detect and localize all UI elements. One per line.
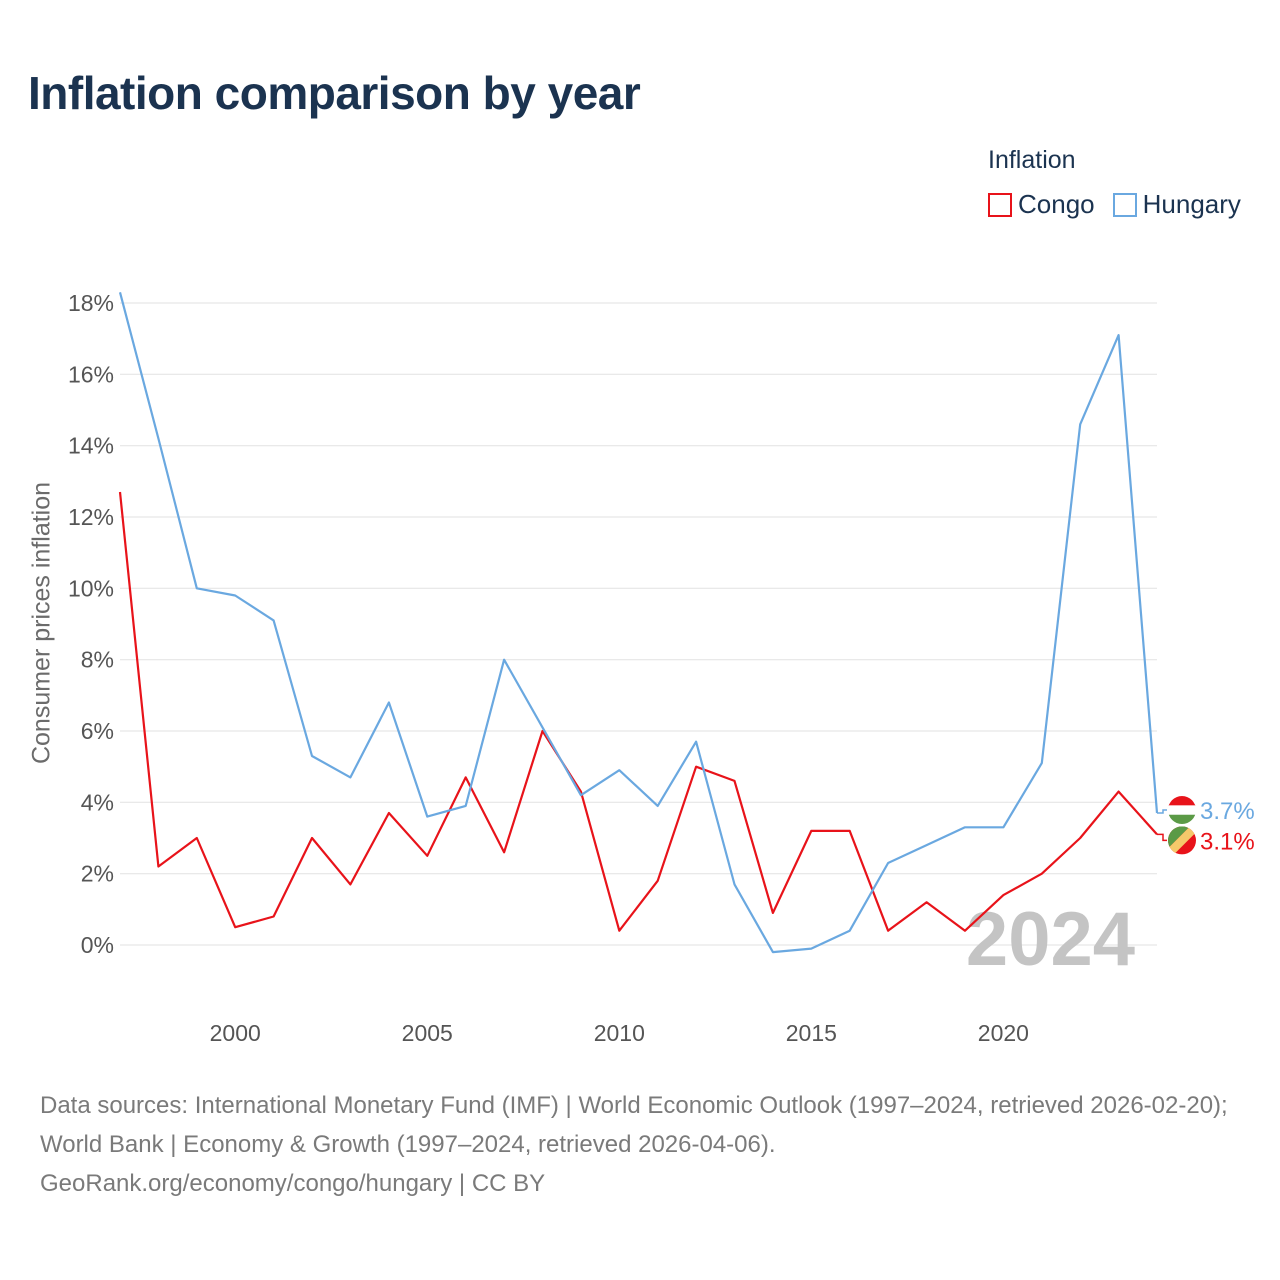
line-chart: 0%2%4%6%8%10%12%14%16%18% 2024 2000 2005 2… [68,289,1255,1046]
data-point-hungary [1000,824,1006,830]
data-point-congo [885,928,891,934]
data-point-congo [616,928,622,934]
y-tick-label-18: 18% [68,290,114,316]
data-point-hungary [1077,421,1083,427]
x-tick-label-2000: 2000 [210,1020,261,1046]
data-point-hungary [885,860,891,866]
year-watermark: 2024 [966,897,1135,982]
data-point-hungary [117,289,123,295]
y-tick-label-12: 12% [68,504,114,530]
data-point-congo [1000,892,1006,898]
y-tick-label-14: 14% [68,433,114,459]
x-axis-ticks: 2000 2005 2010 2015 2020 [210,1020,1029,1046]
series-line-hungary [118,292,1159,954]
data-point-hungary [155,436,161,442]
data-point-congo [501,849,507,855]
y-tick-label-0: 0% [81,932,114,958]
data-point-hungary [847,928,853,934]
legend: Inflation Congo Hungary [988,146,1241,220]
data-point-hungary [732,881,738,887]
legend-label-hungary: Hungary [1142,189,1241,219]
credit-link[interactable]: GeoRank.org/economy/congo/hungary | CC B… [40,1170,546,1197]
data-point-congo [117,489,123,495]
x-tick-label-2015: 2015 [786,1020,837,1046]
data-point-hungary [808,946,814,952]
x-tick-label-2020: 2020 [978,1020,1029,1046]
data-point-congo [1039,871,1045,877]
data-point-hungary [1116,332,1122,338]
congo-flag-icon [1168,826,1196,855]
data-point-hungary [770,949,776,955]
data-point-hungary [616,767,622,773]
legend-item-hungary[interactable]: Hungary [1112,189,1241,220]
x-tick-label-2010: 2010 [594,1020,645,1046]
y-tick-label-4: 4% [81,789,114,815]
data-sources: Data sources: International Monetary Fun… [40,1092,1228,1158]
data-point-congo [194,835,200,841]
gridlines: 0% 2% 4% 6% 8% 10% 12% 14% 16% 18% [68,290,1157,958]
data-point-congo [271,913,277,919]
data-point-hungary [655,803,661,809]
footer: Data sources: International Monetary Fun… [40,1086,1255,1203]
data-point-congo [655,878,661,884]
data-point-hungary [693,739,699,745]
data-point-congo [847,828,853,834]
y-tick-label-10: 10% [68,575,114,601]
chart-title: Inflation comparison by year [28,67,641,119]
legend-swatch-hungary [1112,192,1137,217]
x-tick-label-2005: 2005 [402,1020,453,1046]
data-point-hungary [539,724,545,730]
end-markers: 3.7% 3.1% [1157,796,1255,855]
series-lines [117,289,1159,955]
data-point-hungary [194,585,200,591]
data-point-hungary [578,792,584,798]
data-point-congo [693,764,699,770]
data-point-congo [962,928,968,934]
data-point-hungary [463,803,469,809]
data-point-hungary [232,592,238,598]
y-tick-label-6: 6% [81,718,114,744]
legend-item-congo[interactable]: Congo [988,189,1095,220]
data-point-congo [1116,789,1122,795]
hungary-flag-icon [1168,796,1196,825]
end-label-hungary: 3.7% [1200,798,1255,825]
data-point-congo [732,778,738,784]
data-point-congo [924,899,930,905]
data-point-congo [1077,835,1083,841]
legend-swatch-congo [988,192,1012,217]
data-point-hungary [347,774,353,780]
data-point-congo [347,881,353,887]
legend-label-congo: Congo [1018,189,1095,219]
data-point-congo [155,864,161,870]
data-point-congo [808,828,814,834]
y-tick-label-16: 16% [68,361,114,387]
connector-congo [1157,833,1167,842]
data-point-congo [424,853,430,859]
data-point-hungary [1039,760,1045,766]
data-point-hungary [386,699,392,705]
connector-hungary [1157,809,1167,814]
data-point-hungary [424,814,430,820]
data-point-hungary [271,617,277,623]
y-tick-label-2: 2% [81,861,114,887]
data-point-hungary [501,657,507,663]
series-line-congo [118,491,1158,932]
data-point-hungary [924,842,930,848]
data-point-congo [309,835,315,841]
legend-title: Inflation [988,146,1076,174]
end-label-congo: 3.1% [1200,828,1255,855]
data-point-congo [232,924,238,930]
data-point-congo [386,810,392,816]
data-point-congo [463,774,469,780]
data-point-congo [770,910,776,916]
data-point-hungary [309,753,315,759]
y-tick-label-8: 8% [81,647,114,673]
data-point-hungary [962,824,968,830]
